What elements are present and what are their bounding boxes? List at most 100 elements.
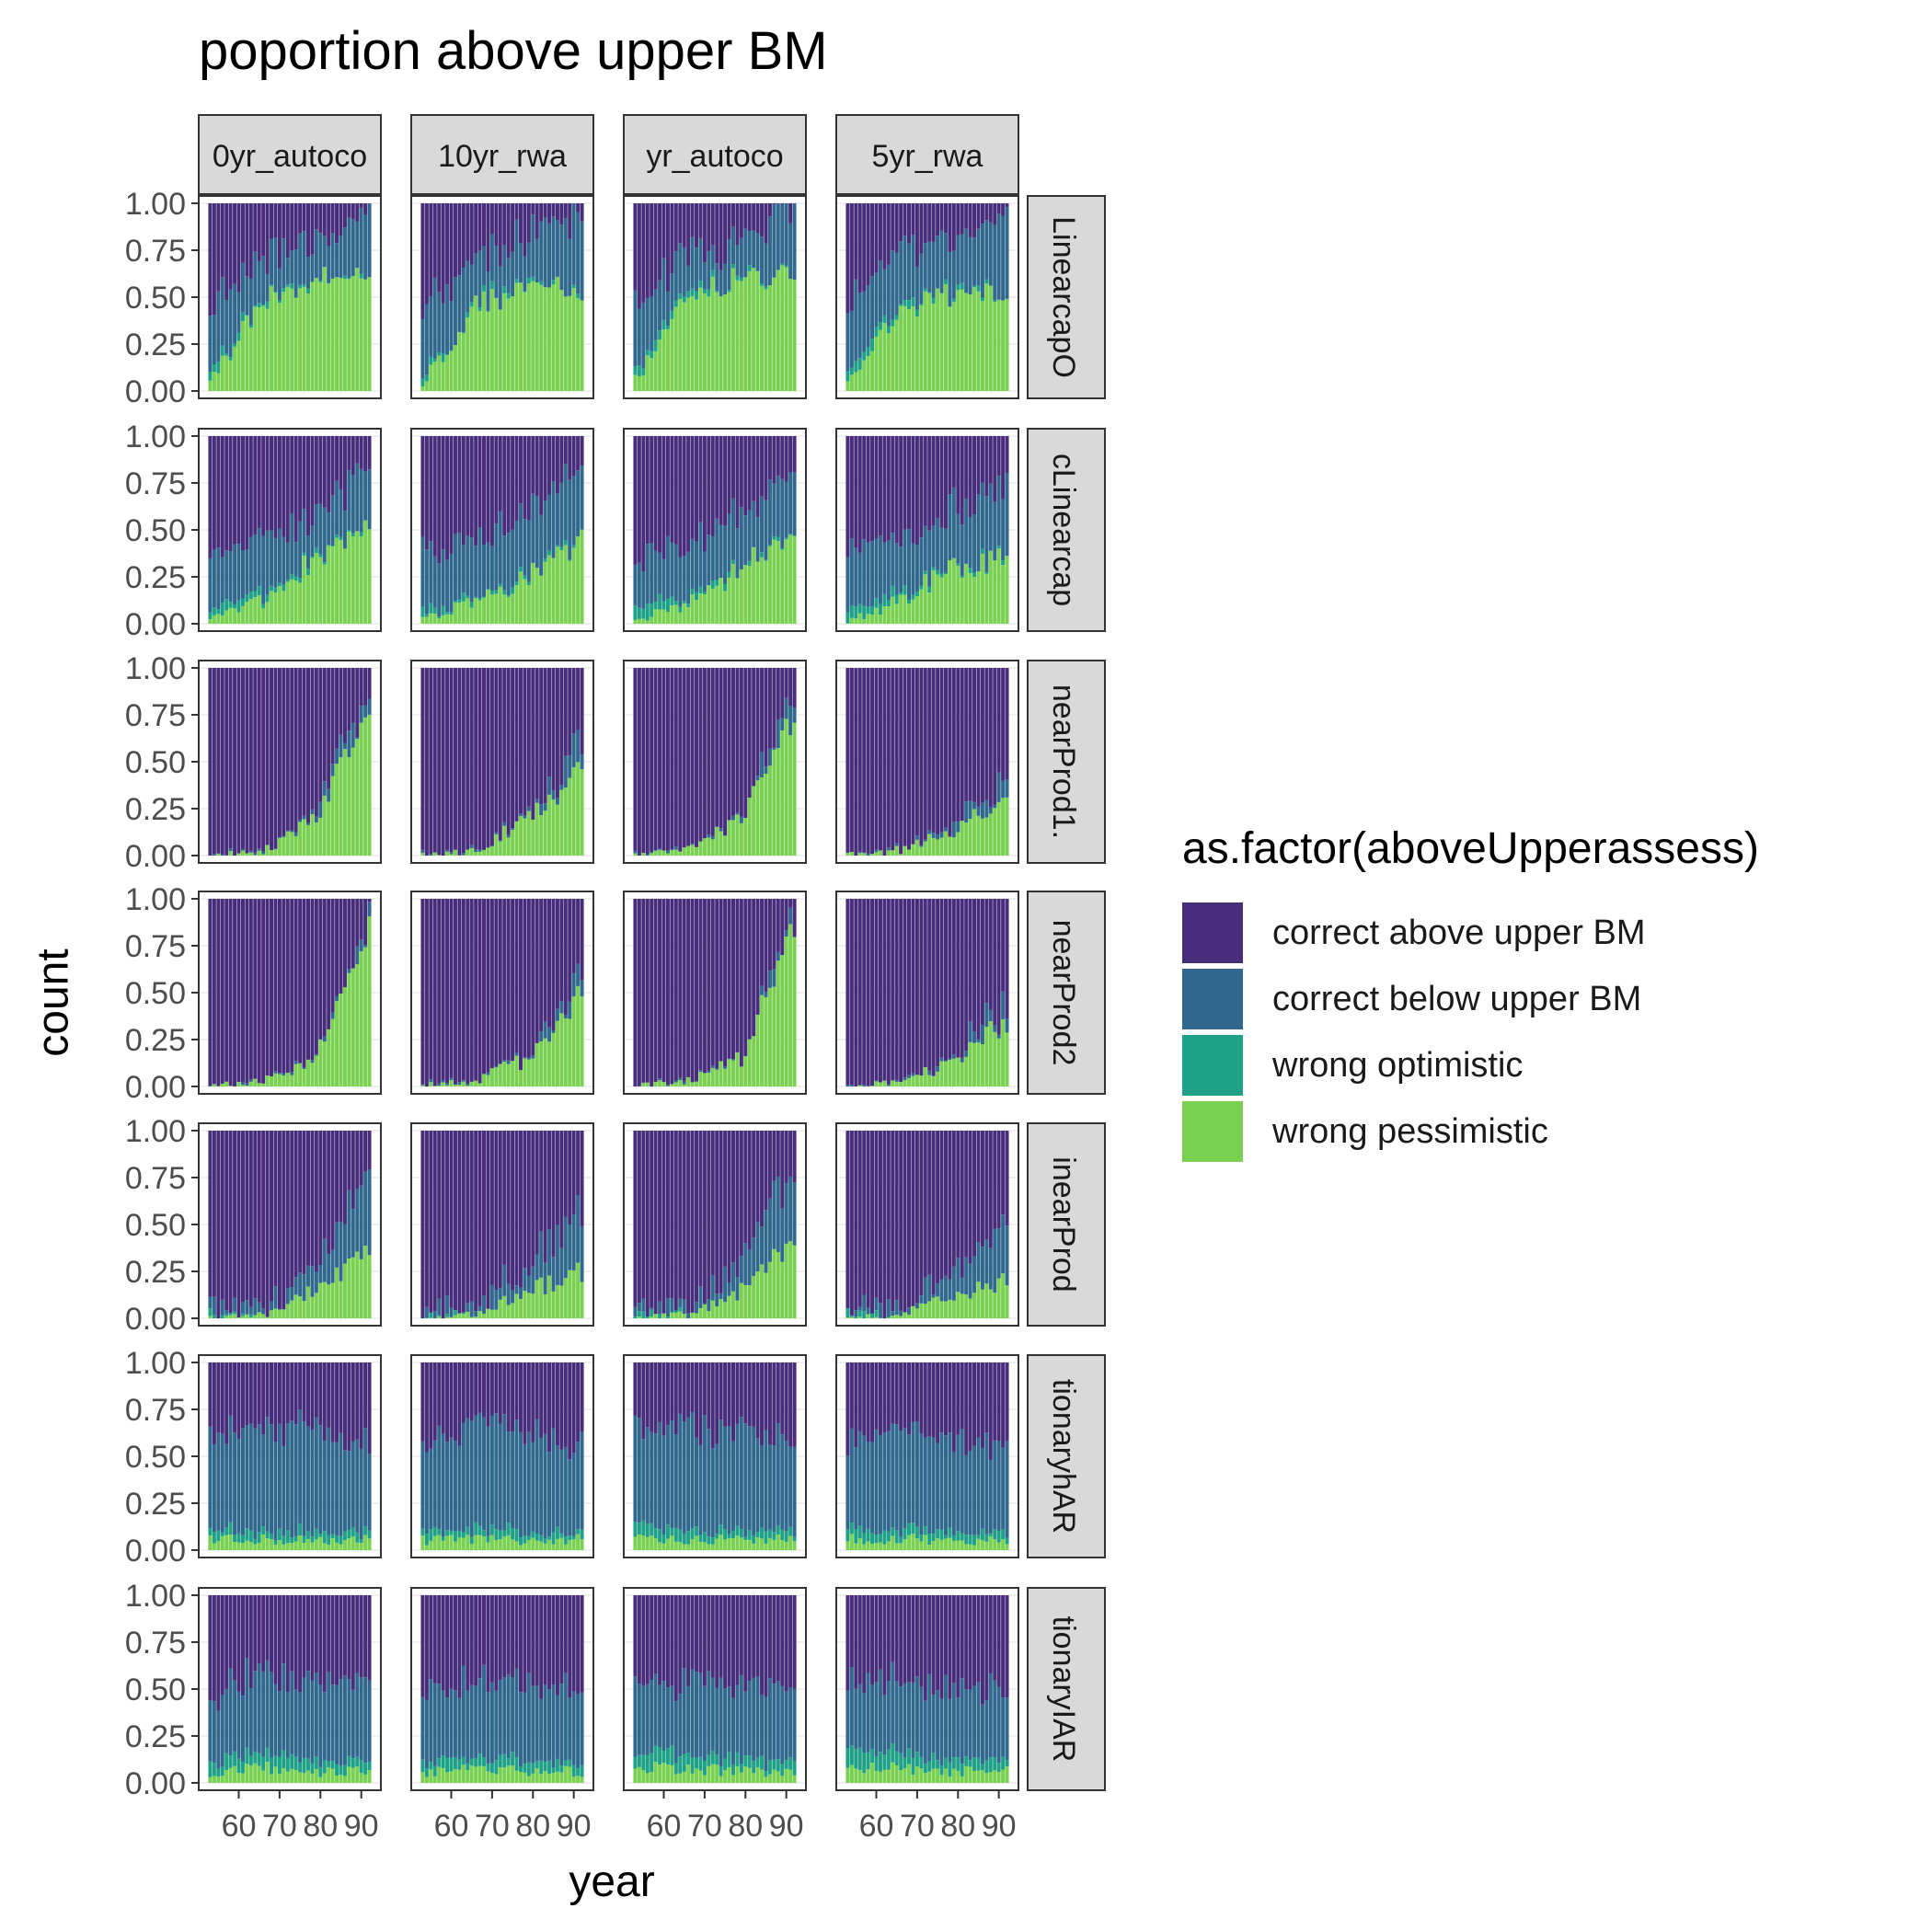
bar-segment [453, 1315, 457, 1318]
bar-segment [236, 899, 241, 1083]
bar-segment [339, 668, 343, 735]
bar-segment [984, 899, 989, 1004]
bar-segment [514, 668, 519, 822]
bar-segment [907, 899, 912, 1075]
bar-segment [939, 1061, 944, 1086]
bar-segment [715, 826, 719, 828]
bar-segment [764, 559, 768, 561]
bar-segment [469, 1131, 474, 1302]
bar-segment [551, 436, 556, 482]
bar-segment [298, 819, 303, 822]
bar-segment [641, 302, 646, 369]
bar-segment [670, 1745, 674, 1766]
bar-segment [960, 1776, 964, 1783]
bar-segment [931, 567, 936, 570]
bar-segment [293, 1770, 298, 1783]
bar-segment [437, 1316, 442, 1318]
bar-segment [886, 1362, 891, 1431]
panel-border [198, 1587, 382, 1791]
bar-segment [673, 668, 678, 847]
bar-segment [359, 722, 363, 856]
bar-segment [457, 899, 462, 1083]
bar-segment [318, 1265, 323, 1283]
bar-segment [305, 824, 310, 856]
strip-label-clip: LinearcapO [1046, 216, 1081, 378]
bar-segment [707, 1754, 711, 1766]
bar-segment [453, 1310, 457, 1316]
bar-segment [658, 1529, 662, 1543]
bar-segment [543, 203, 547, 218]
bar-segment [976, 1362, 981, 1438]
bar-segment [265, 899, 270, 1076]
bar-segment [894, 1300, 899, 1316]
bar-segment [240, 312, 245, 322]
bar-segment [474, 1415, 478, 1523]
bar-segment [710, 580, 715, 589]
facet-panel [410, 891, 594, 1095]
bar-segment [633, 1362, 638, 1416]
bar-segment [310, 899, 315, 1061]
bar-segment [208, 619, 213, 624]
bar-segment [972, 1534, 977, 1546]
bar-segment [894, 845, 899, 856]
bar-segment [899, 1362, 903, 1431]
facet-strip-label: LinearcapO [1046, 216, 1081, 378]
chart-title: poportion above upper BM [199, 21, 828, 81]
bar-segment [445, 1294, 450, 1315]
bar-segment [730, 1441, 735, 1531]
bar-segment [298, 1409, 303, 1523]
bar-segment [335, 1267, 339, 1318]
bar-segment [457, 1537, 462, 1550]
bar-segment [445, 849, 450, 852]
bar-segment [682, 1362, 686, 1421]
bar-segment [339, 1131, 343, 1222]
bar-segment [523, 519, 527, 576]
y-tick-label: 0.50 [125, 1672, 186, 1707]
bar-segment [673, 1082, 678, 1086]
bar-segment [911, 899, 915, 1074]
bar-segment [518, 899, 523, 1071]
bar-segment [359, 273, 363, 279]
bar-segment [874, 1682, 879, 1757]
bar-segment [707, 250, 711, 290]
bar-segment [878, 1362, 882, 1435]
bar-segment [453, 1690, 457, 1757]
bar-segment [747, 899, 752, 1040]
bar-segment [511, 593, 515, 624]
bar-segment [894, 1315, 899, 1318]
bar-segment [727, 292, 731, 391]
bar-segment [576, 899, 581, 964]
bar-segment [849, 617, 854, 624]
bar-segment [899, 1131, 903, 1311]
bar-segment [723, 1770, 728, 1783]
bar-segment [764, 1543, 768, 1550]
bar-segment [539, 1040, 544, 1086]
bar-segment [327, 283, 331, 391]
bar-segment [665, 853, 670, 856]
bar-segment [1005, 1018, 1009, 1033]
bar-segment [351, 275, 355, 391]
bar-segment [461, 333, 466, 391]
bar-segment [547, 1275, 552, 1318]
bar-segment [943, 1768, 948, 1783]
bar-segment [253, 1538, 258, 1545]
bar-segment [719, 1293, 723, 1300]
bar-segment [665, 1538, 670, 1550]
bar-segment [486, 1763, 490, 1772]
bar-segment [245, 276, 249, 316]
bar-segment [878, 535, 882, 604]
bar-segment [788, 534, 793, 624]
bar-segment [739, 1537, 743, 1550]
bar-segment [857, 1310, 862, 1317]
bar-segment [690, 436, 695, 539]
bar-segment [788, 1535, 793, 1550]
bar-segment [870, 854, 875, 856]
bar-segment [719, 1524, 723, 1535]
bar-segment [216, 1768, 221, 1777]
bar-segment [233, 1595, 237, 1681]
bar-segment [363, 717, 368, 856]
bar-segment [951, 487, 956, 558]
bar-segment [261, 1131, 266, 1309]
bar-segment [228, 1415, 233, 1523]
bar-segment [224, 1534, 229, 1550]
